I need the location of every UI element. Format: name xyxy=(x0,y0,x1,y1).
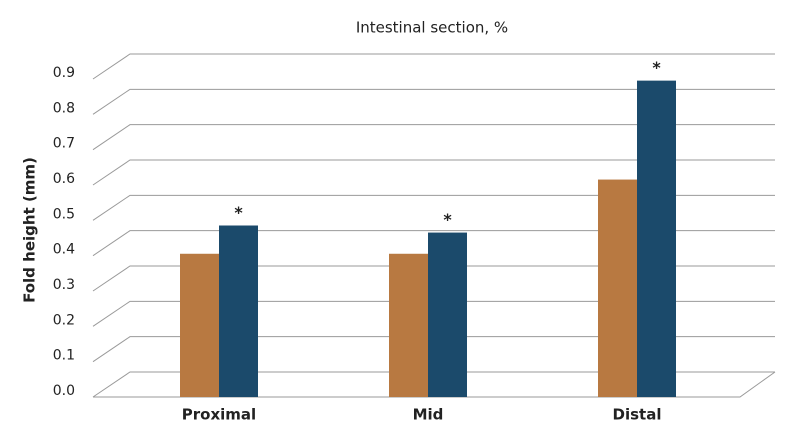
grid-line xyxy=(92,53,775,80)
x-tick-label: Proximal xyxy=(182,406,256,424)
bar xyxy=(219,225,258,397)
grid-line xyxy=(92,371,775,398)
floor xyxy=(93,371,776,398)
y-tick-label: 0.4 xyxy=(53,242,75,258)
y-tick-label: 0.0 xyxy=(53,383,75,399)
grid-line xyxy=(92,230,775,257)
x-tick-label: Mid xyxy=(413,406,444,424)
grid-line xyxy=(92,159,775,186)
bar xyxy=(598,179,637,397)
grid-line xyxy=(92,265,775,292)
x-tick-label: Distal xyxy=(613,406,662,424)
y-tick-label: 0.1 xyxy=(53,348,75,364)
bar xyxy=(389,253,428,397)
y-tick-label: 0.3 xyxy=(53,277,75,293)
grid-line xyxy=(92,336,775,363)
annotation: * xyxy=(652,58,661,77)
y-axis-label: Fold height (mm) xyxy=(21,157,39,303)
bar xyxy=(637,80,676,397)
y-tick-label: 0.8 xyxy=(53,100,75,116)
chart-title: Intestinal section, % xyxy=(356,19,508,37)
grid-line xyxy=(92,194,775,221)
grid-line xyxy=(92,124,775,151)
y-tick-label: 0.5 xyxy=(53,206,75,222)
grid-line xyxy=(92,88,775,115)
y-tick-label: 0.7 xyxy=(53,136,75,152)
y-tick-label: 0.6 xyxy=(53,171,75,187)
annotation: * xyxy=(234,203,243,222)
y-tick-label: 0.9 xyxy=(53,65,75,81)
y-tick-label: 0.2 xyxy=(53,312,75,328)
annotation: * xyxy=(443,210,452,229)
grid-line xyxy=(92,300,775,327)
bar xyxy=(180,253,219,397)
bar xyxy=(428,232,467,397)
